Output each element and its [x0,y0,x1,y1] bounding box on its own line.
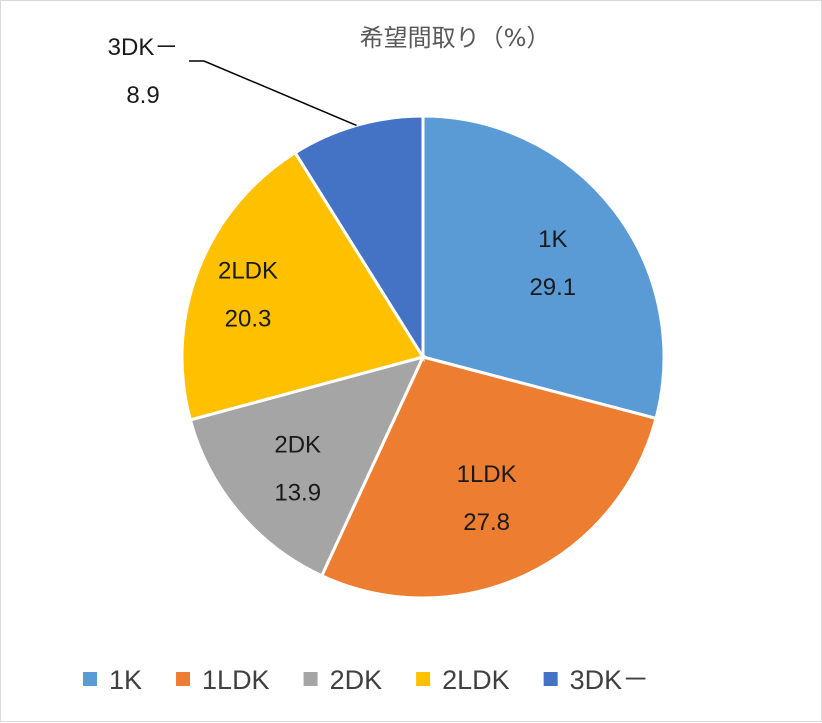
legend-swatch [543,672,558,686]
chart-title: 希望間取り（%） [360,24,551,52]
pie-slice-3DK－ [293,114,425,363]
data-labels: 1K 29.1 1LDK 27.8 2DK 13.9 2LDK 20.3 3DK－ 8.9 [108,34,577,536]
legend-label: 2LDK [442,665,510,695]
data-label-name: 1LDK [457,461,517,488]
legend-label: 1K [109,665,142,695]
pie-slice-2LDK [180,150,426,422]
pie-slice-1LDK [319,355,658,600]
pie-slice-1K [421,114,666,421]
legend-swatch [83,672,97,686]
data-label-name: 2DK [274,432,321,459]
legend-label: 1LDK [202,665,270,695]
data-label-value: 29.1 [529,274,576,301]
data-label-name: 2LDK [218,257,278,284]
legend-swatch [416,672,431,686]
data-label-value: 20.3 [225,305,272,332]
data-label-name: 3DK－ [108,34,179,61]
data-label-value: 27.8 [463,509,510,536]
legend-label: 3DK－ [570,665,650,695]
data-label-value: 13.9 [274,480,321,507]
pie-slice-2DK [188,354,426,578]
leader-line [189,60,357,127]
data-label-value: 8.9 [126,82,159,109]
data-label-name: 1K [538,226,567,253]
legend-swatch [303,672,318,686]
legend: 1K 1LDK 2DK 2LDK 3DK－ [83,665,649,695]
pie-slices [180,114,666,600]
leader-lines [189,60,357,127]
legend-swatch [176,672,191,686]
legend-label: 2DK [330,665,383,695]
